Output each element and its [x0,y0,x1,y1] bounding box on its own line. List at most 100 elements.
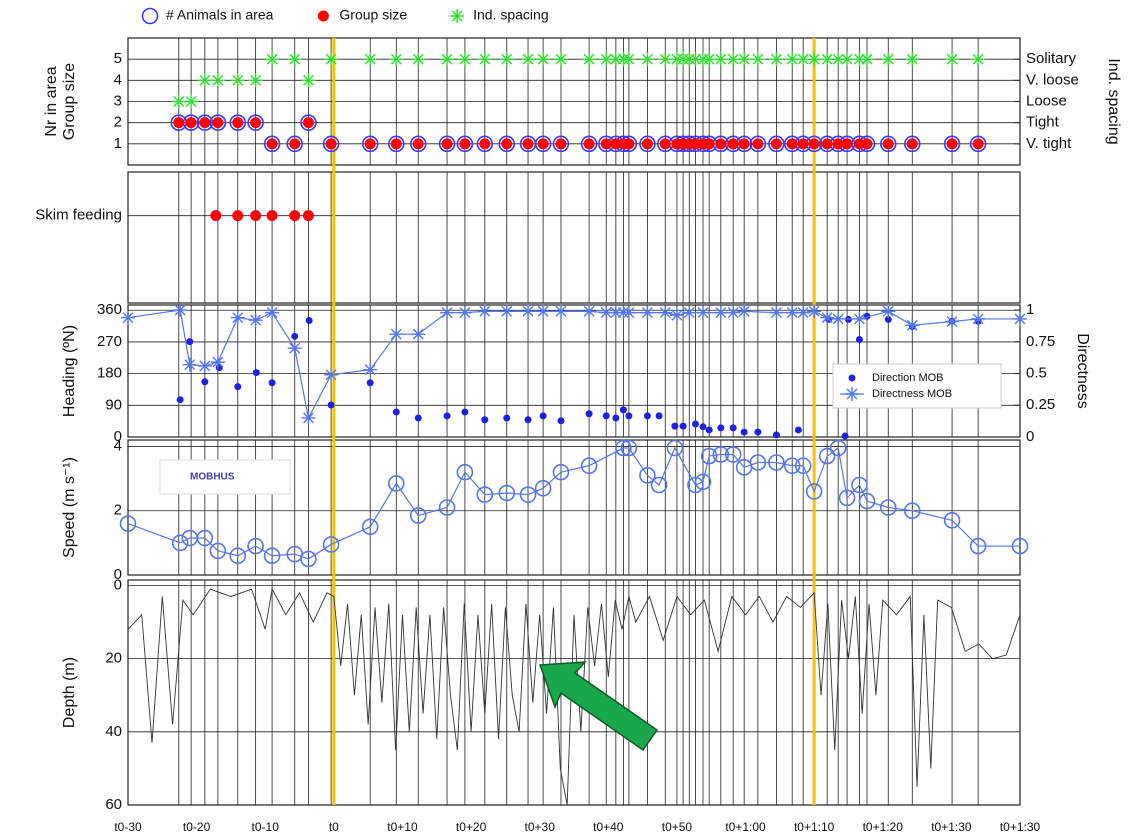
dot-marker [972,138,984,150]
dot-marker [201,378,209,386]
dot-marker [185,117,197,129]
asterisk-marker [182,357,197,372]
dot-marker [302,117,314,129]
circle-marker [829,439,847,457]
y-tick-label: 90 [105,396,122,413]
dot-marker [232,117,244,129]
x-tick-label: t0-20 [183,820,211,834]
circle-marker [361,135,379,153]
asterisk-marker [702,52,717,67]
asterisk-marker [640,305,655,320]
asterisk-marker [608,52,623,67]
dot-marker [754,428,762,436]
dot-marker [832,138,844,150]
circle-marker [196,529,214,547]
dot-marker [848,374,856,382]
circle-marker [247,537,264,555]
panel [127,171,1021,304]
dot-marker [186,338,194,346]
dot-marker [443,412,451,420]
dot-marker [643,412,651,420]
asterisk-marker [248,73,263,88]
circle-marker [119,515,137,532]
circle-marker [969,135,987,153]
circle-marker [409,135,427,153]
asterisk-marker [184,94,199,109]
dot-marker [797,138,809,150]
circle-marker [361,518,379,536]
dot-marker [250,117,262,129]
asterisk-marker [582,304,597,319]
circle-marker [580,457,598,475]
asterisk-marker [230,310,245,325]
asterisk-marker [785,305,800,320]
dot-marker [884,315,892,323]
circle-marker [476,486,494,503]
dot-marker [794,426,802,434]
circle-marker [749,135,767,153]
dot-marker [625,412,633,420]
dot-marker [212,117,224,129]
circle-marker [783,457,801,475]
dot-marker [210,210,222,222]
dot-marker [841,432,849,440]
circle-marker [456,463,474,481]
dot-marker [412,138,424,150]
asterisk-marker [599,52,614,67]
asterisk-marker [658,305,673,320]
circle-marker [969,537,987,555]
asterisk-marker [971,52,986,67]
circle-marker [387,475,405,492]
asterisk-marker [230,73,245,88]
circle-marker [903,135,921,153]
asterisk-marker [682,305,697,320]
dot-marker [671,422,679,430]
dot-marker [305,316,313,324]
x-tick-label: t0-10 [252,820,280,834]
dot-marker [481,416,489,424]
circle-marker [141,7,159,25]
circle-marker [209,114,227,131]
dot-marker [557,417,565,425]
dot-marker [699,423,707,431]
asterisk-marker [713,305,728,320]
circle-marker [409,507,427,524]
asterisk-marker [807,304,822,319]
y-tick-label: 20 [105,650,122,667]
circle-marker [286,135,304,153]
dot-marker [655,412,663,420]
asterisk-marker [640,52,655,67]
asterisk-marker [265,305,280,320]
y-axis-title: Nr in area [43,66,60,136]
y2-tick-label: Loose [1026,92,1067,109]
asterisk-marker [301,410,316,425]
asterisk-marker [457,305,472,320]
dot-marker [414,414,422,422]
x-tick-label: t0+10 [387,820,418,834]
x-tick-label: t0+20 [456,820,487,834]
asterisk-marker [197,73,212,88]
asterisk-marker [726,305,741,320]
asterisk-marker [820,310,835,325]
dot-marker [173,117,185,129]
dot-marker [199,117,211,129]
asterisk-marker [905,52,920,67]
dot-marker [841,138,853,150]
circle-marker [322,536,340,553]
asterisk-marker [852,52,867,67]
circle-marker [620,439,638,457]
asterisk-marker [536,304,551,319]
asterisk-marker [389,327,404,342]
circle-marker [768,454,785,471]
asterisk-marker [389,52,404,67]
circle-marker [387,135,405,153]
asterisk-marker [173,303,188,318]
asterisk-marker [769,52,784,67]
asterisk-marker [905,318,920,333]
dot-marker [317,10,329,22]
asterisk-marker [658,52,673,67]
annotation: MOBHUS [190,472,235,483]
asterisk-marker [845,387,859,401]
asterisk-marker [411,327,426,342]
